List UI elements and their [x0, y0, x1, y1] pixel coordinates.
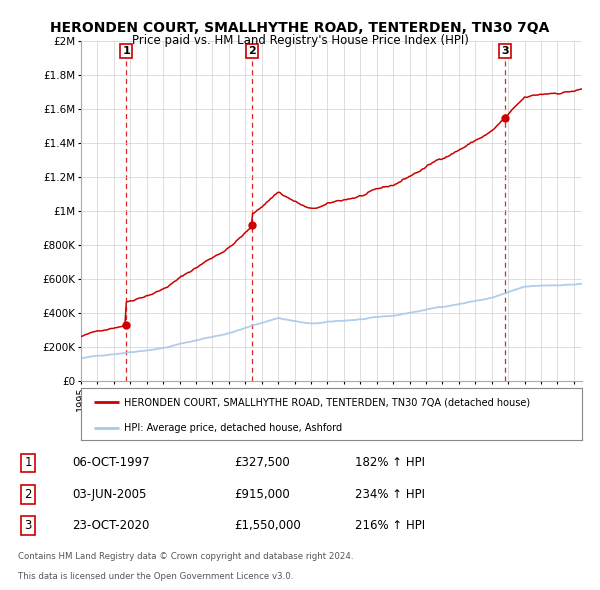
Text: HPI: Average price, detached house, Ashford: HPI: Average price, detached house, Ashf… [124, 423, 342, 433]
Text: 2: 2 [248, 47, 256, 57]
Text: 3: 3 [25, 519, 32, 532]
Text: 23-OCT-2020: 23-OCT-2020 [73, 519, 150, 532]
Text: 03-JUN-2005: 03-JUN-2005 [73, 487, 147, 501]
Text: 1: 1 [25, 457, 32, 470]
Text: 234% ↑ HPI: 234% ↑ HPI [355, 487, 425, 501]
Text: £327,500: £327,500 [234, 457, 290, 470]
Text: £1,550,000: £1,550,000 [234, 519, 301, 532]
Text: This data is licensed under the Open Government Licence v3.0.: This data is licensed under the Open Gov… [18, 572, 293, 581]
Text: HERONDEN COURT, SMALLHYTHE ROAD, TENTERDEN, TN30 7QA: HERONDEN COURT, SMALLHYTHE ROAD, TENTERD… [50, 21, 550, 35]
Text: 06-OCT-1997: 06-OCT-1997 [73, 457, 150, 470]
Text: 216% ↑ HPI: 216% ↑ HPI [355, 519, 425, 532]
Text: HERONDEN COURT, SMALLHYTHE ROAD, TENTERDEN, TN30 7QA (detached house): HERONDEN COURT, SMALLHYTHE ROAD, TENTERD… [124, 397, 530, 407]
Text: 2: 2 [25, 487, 32, 501]
Text: 1: 1 [122, 47, 130, 57]
Text: £915,000: £915,000 [234, 487, 290, 501]
Text: 3: 3 [501, 47, 509, 57]
Text: Price paid vs. HM Land Registry's House Price Index (HPI): Price paid vs. HM Land Registry's House … [131, 34, 469, 47]
Text: 182% ↑ HPI: 182% ↑ HPI [355, 457, 425, 470]
Text: Contains HM Land Registry data © Crown copyright and database right 2024.: Contains HM Land Registry data © Crown c… [18, 552, 353, 560]
